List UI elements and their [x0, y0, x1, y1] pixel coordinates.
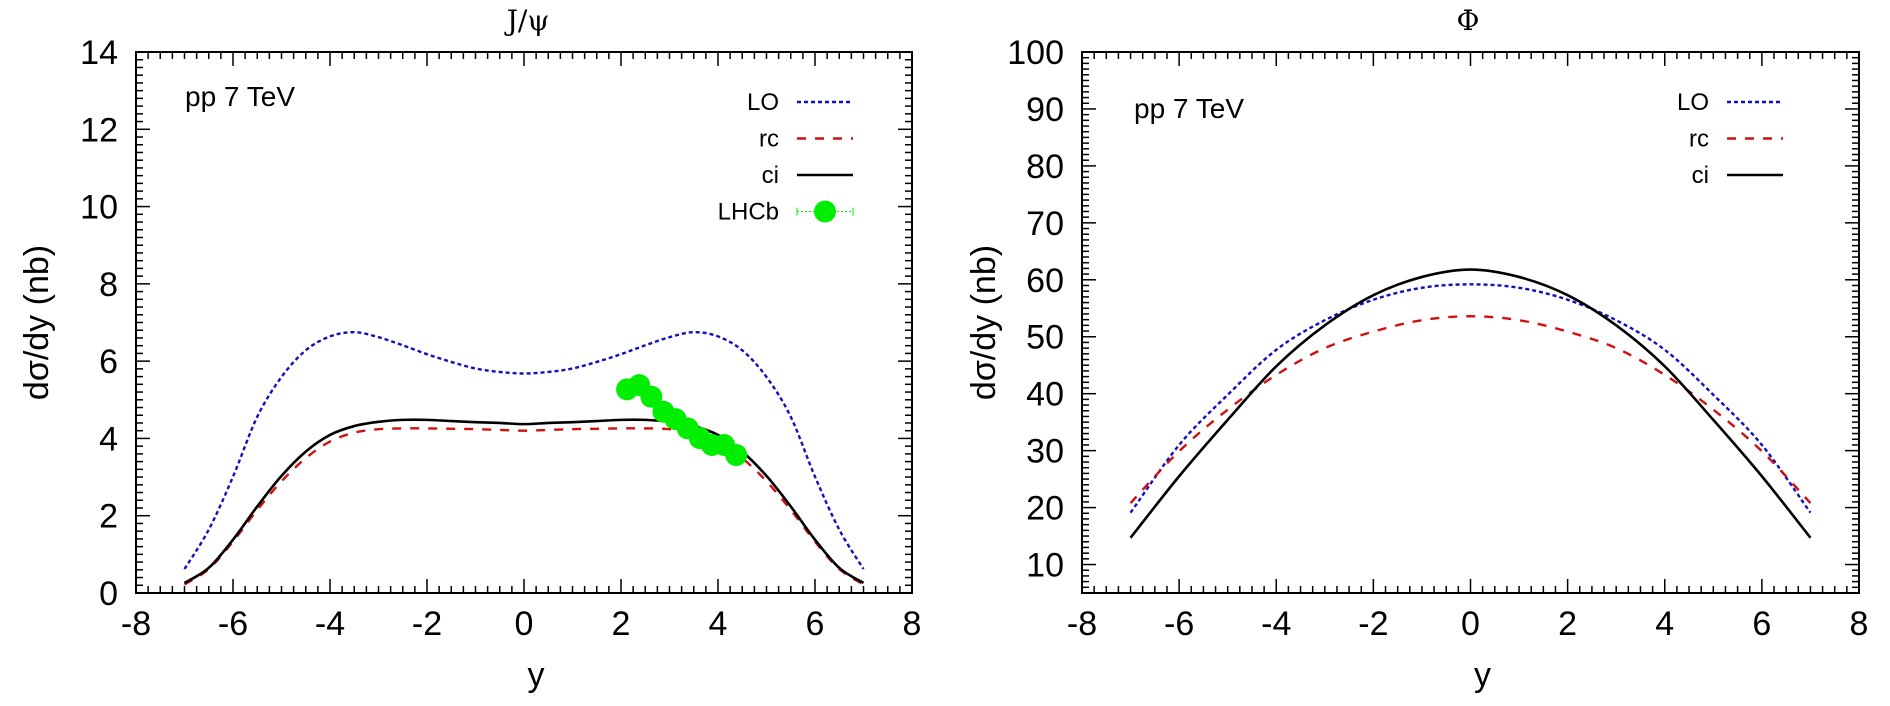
phi-curves: [1129, 268, 1812, 539]
series-ci-line: [183, 418, 865, 585]
x-tick-label: 6: [1752, 605, 1771, 643]
series-rc-line: [1129, 315, 1812, 504]
y-tick-label: 60: [1026, 262, 1064, 300]
phi-ylabel: dσ/dy (nb): [965, 245, 1003, 400]
legend-label-LHCb: LHCb: [718, 199, 779, 226]
x-tick-label: -2: [412, 605, 442, 643]
y-tick-label: 6: [99, 343, 118, 381]
y-tick-label: 2: [99, 498, 118, 536]
jpsi-legend: LO rc ci LHCb: [718, 89, 854, 226]
series-LO-line: [183, 330, 865, 570]
x-tick-label: -2: [1358, 605, 1388, 643]
y-tick-label: 70: [1026, 205, 1064, 243]
y-tick-label: 8: [99, 266, 118, 304]
jpsi-ylabel: dσ/dy (nb): [18, 245, 56, 400]
x-tick-label: -4: [1261, 605, 1291, 643]
legend-label-LO: LO: [1677, 89, 1709, 116]
legend-label-LO: LO: [747, 89, 779, 116]
phi-xlabel: y: [1474, 656, 1491, 694]
jpsi-title: J/ψ: [504, 4, 550, 37]
x-tick-label: -8: [1067, 605, 1097, 643]
x-tick-label: 8: [1850, 605, 1869, 643]
legend-label-rc: rc: [1689, 126, 1709, 153]
jpsi-data-points: [616, 374, 748, 467]
series-ci-line: [1129, 268, 1812, 539]
y-tick-label: 100: [1007, 34, 1064, 72]
x-tick-label: -6: [218, 605, 248, 643]
y-tick-label: 80: [1026, 148, 1064, 186]
x-tick-label: 0: [1461, 605, 1480, 643]
phi-plot-frame: [1081, 51, 1860, 594]
x-tick-label: -6: [1164, 605, 1194, 643]
x-tick-label: 2: [612, 605, 631, 643]
x-tick-label: 8: [903, 605, 922, 643]
x-tick-label: 4: [1655, 605, 1674, 643]
y-tick-label: 4: [99, 420, 118, 458]
jpsi-ticks: -8 -6 -4 -2 0 2 4 6 8 0 2 4 6 8 10 12 14: [80, 34, 921, 643]
jpsi-plot-frame: [135, 51, 913, 594]
phi-panel: Φ pp 7 TeV y dσ/dy (nb) -8 -6 -4 -2 0 2 4 6 8 10 2…: [965, 4, 1869, 694]
legend-label-ci: ci: [1692, 162, 1709, 189]
jpsi-xlabel: y: [528, 656, 545, 694]
phi-title: Φ: [1457, 4, 1480, 37]
y-tick-label: 10: [80, 189, 118, 227]
y-tick-label: 20: [1026, 490, 1064, 528]
phi-ticks: -8 -6 -4 -2 0 2 4 6 8 10 20 30 40 50 60 70 80 90 100: [1007, 34, 1868, 643]
y-tick-label: 14: [80, 34, 118, 72]
x-tick-label: 4: [709, 605, 728, 643]
phi-annotation: pp 7 TeV: [1134, 93, 1244, 124]
x-tick-label: -8: [121, 605, 151, 643]
y-tick-label: 90: [1026, 91, 1064, 129]
y-tick-label: 12: [80, 111, 118, 149]
y-tick-label: 50: [1026, 319, 1064, 357]
lhcb-data-point: [640, 385, 663, 408]
phi-legend: LO rc ci: [1677, 89, 1783, 189]
legend-swatch-LHCb: [814, 200, 836, 223]
y-tick-label: 10: [1026, 547, 1064, 585]
x-tick-label: 0: [515, 605, 534, 643]
jpsi-panel: J/ψ pp 7 TeV y dσ/dy (nb) -8 -6 -4 -2 0 2 4 6 8 0…: [18, 4, 922, 694]
x-tick-label: -4: [315, 605, 345, 643]
lhcb-data-point: [725, 444, 748, 467]
x-tick-label: 6: [806, 605, 825, 643]
jpsi-annotation: pp 7 TeV: [185, 81, 295, 112]
legend-label-ci: ci: [762, 162, 779, 189]
x-tick-label: 2: [1558, 605, 1577, 643]
jpsi-curves: [183, 330, 865, 586]
y-tick-label: 30: [1026, 433, 1064, 471]
series-LO-line: [1129, 283, 1812, 514]
legend-label-rc: rc: [759, 126, 779, 153]
y-tick-label: 0: [99, 575, 118, 613]
series-rc-line: [183, 427, 865, 586]
y-tick-label: 40: [1026, 376, 1064, 414]
